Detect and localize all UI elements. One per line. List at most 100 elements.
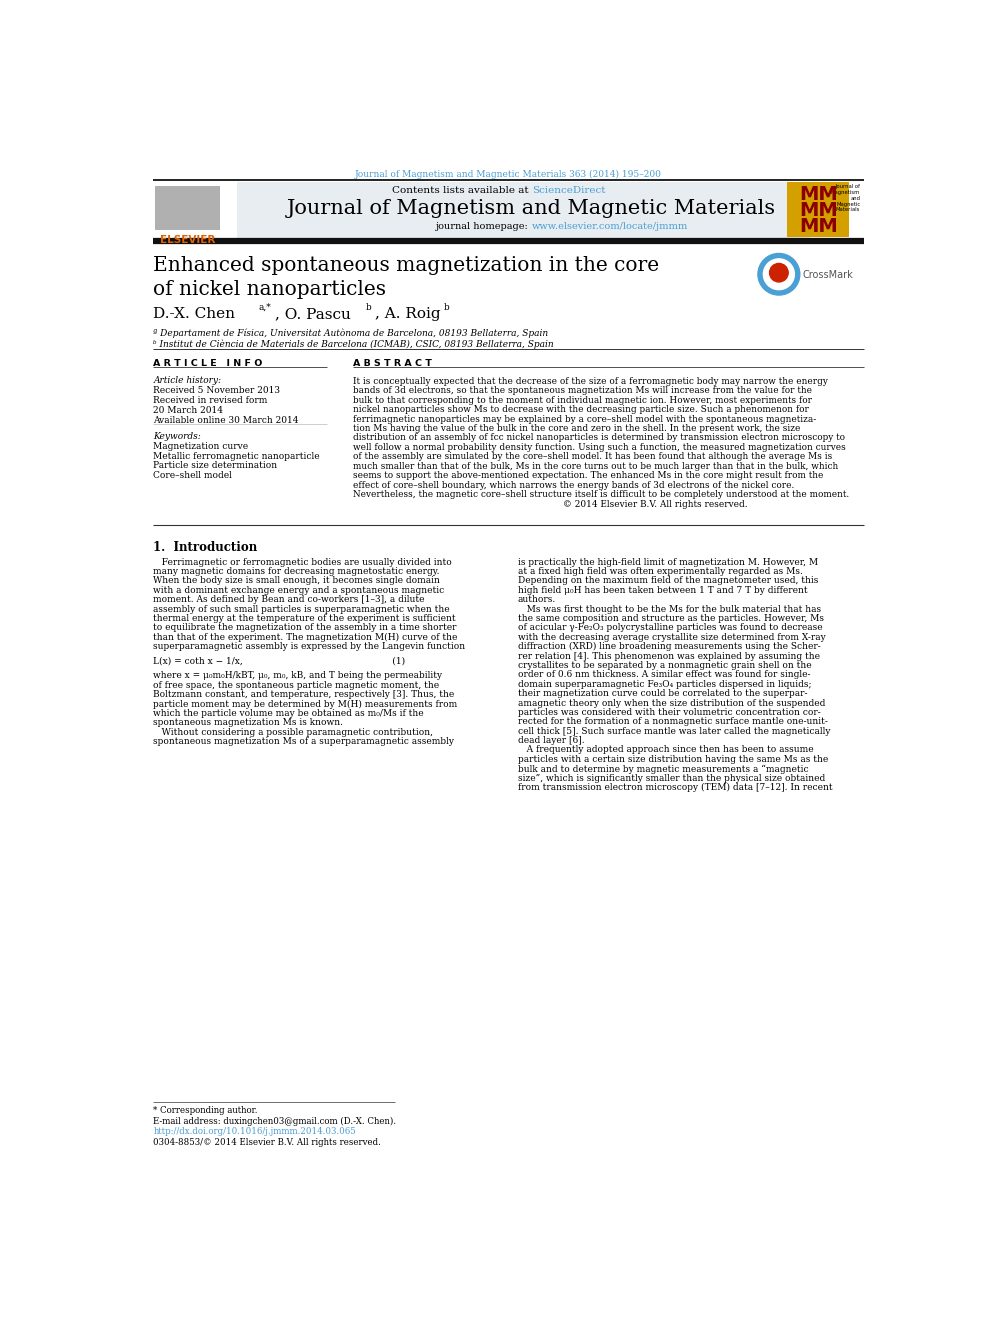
- Text: , A. Roig: , A. Roig: [375, 307, 445, 321]
- Text: Boltzmann constant, and temperature, respectively [3]. Thus, the: Boltzmann constant, and temperature, res…: [154, 691, 454, 699]
- Text: Enhanced spontaneous magnetization in the core: Enhanced spontaneous magnetization in th…: [154, 255, 660, 275]
- Text: Particle size determination: Particle size determination: [154, 462, 278, 471]
- Text: order of 0.6 nm thickness. A similar effect was found for single-: order of 0.6 nm thickness. A similar eff…: [518, 671, 810, 679]
- Text: Journal of Magnetism and Magnetic Materials 363 (2014) 195–200: Journal of Magnetism and Magnetic Materi…: [355, 171, 662, 180]
- Text: Keywords:: Keywords:: [154, 433, 201, 441]
- Text: © 2014 Elsevier B.V. All rights reserved.: © 2014 Elsevier B.V. All rights reserved…: [352, 500, 747, 509]
- Text: ScienceDirect: ScienceDirect: [532, 187, 605, 196]
- Text: particle moment may be determined by M(H) measurements from: particle moment may be determined by M(H…: [154, 700, 457, 709]
- Text: b: b: [443, 303, 449, 312]
- Text: b: b: [366, 303, 372, 312]
- Text: authors.: authors.: [518, 595, 556, 605]
- Text: ª Departament de Física, Universitat Autònoma de Barcelona, 08193 Bellaterra, Sp: ª Departament de Física, Universitat Aut…: [154, 329, 549, 339]
- Text: particles was considered with their volumetric concentration cor-: particles was considered with their volu…: [518, 708, 820, 717]
- Text: A R T I C L E   I N F O: A R T I C L E I N F O: [154, 359, 263, 368]
- Circle shape: [758, 254, 800, 295]
- Text: spontaneous magnetization Ms of a superparamagnetic assembly: spontaneous magnetization Ms of a superp…: [154, 737, 454, 746]
- Text: dead layer [6].: dead layer [6].: [518, 736, 584, 745]
- Text: It is conceptually expected that the decrease of the size of a ferromagnetic bod: It is conceptually expected that the dec…: [352, 377, 827, 386]
- Text: Journal of Magnetism and Magnetic Materials: Journal of Magnetism and Magnetic Materi…: [287, 198, 776, 218]
- Text: rected for the formation of a nonmagnetic surface mantle one-unit-: rected for the formation of a nonmagneti…: [518, 717, 827, 726]
- Text: Core–shell model: Core–shell model: [154, 471, 232, 480]
- Text: of the assembly are simulated by the core–shell model. It has been found that al: of the assembly are simulated by the cor…: [352, 452, 832, 462]
- Text: cell thick [5]. Such surface mantle was later called the magnetically: cell thick [5]. Such surface mantle was …: [518, 726, 830, 736]
- Text: D.-X. Chen: D.-X. Chen: [154, 307, 240, 321]
- Text: Received 5 November 2013: Received 5 November 2013: [154, 386, 281, 394]
- Text: http://dx.doi.org/10.1016/j.jmmm.2014.03.065: http://dx.doi.org/10.1016/j.jmmm.2014.03…: [154, 1127, 356, 1136]
- Text: rer relation [4]. This phenomenon was explained by assuming the: rer relation [4]. This phenomenon was ex…: [518, 651, 819, 660]
- Text: diffraction (XRD) line broadening measurements using the Scher-: diffraction (XRD) line broadening measur…: [518, 642, 820, 651]
- Text: 20 March 2014: 20 March 2014: [154, 406, 223, 415]
- Bar: [154, 181, 237, 239]
- Text: size”, which is significantly smaller than the physical size obtained: size”, which is significantly smaller th…: [518, 774, 825, 783]
- Text: many magnetic domains for decreasing magnetostatic energy.: many magnetic domains for decreasing mag…: [154, 568, 439, 576]
- Text: their magnetization curve could be correlated to the superpar-: their magnetization curve could be corre…: [518, 689, 807, 699]
- Text: from transmission electron microscopy (TEM) data [7–12]. In recent: from transmission electron microscopy (T…: [518, 783, 832, 792]
- Text: Ferrimagnetic or ferromagnetic bodies are usually divided into: Ferrimagnetic or ferromagnetic bodies ar…: [154, 557, 452, 566]
- Text: to equilibrate the magnetization of the assembly in a time shorter: to equilibrate the magnetization of the …: [154, 623, 457, 632]
- Text: ᵇ Institut de Ciència de Materials de Barcelona (ICMAB), CSIC, 08193 Bellaterra,: ᵇ Institut de Ciència de Materials de Ba…: [154, 340, 555, 349]
- Text: Journal of
Magnetism
and
Magnetic
Materials: Journal of Magnetism and Magnetic Materi…: [831, 184, 860, 213]
- Text: Available online 30 March 2014: Available online 30 March 2014: [154, 415, 299, 425]
- Text: * Corresponding author.: * Corresponding author.: [154, 1106, 258, 1115]
- Text: bulk to that corresponding to the moment of individual magnetic ion. However, mo: bulk to that corresponding to the moment…: [352, 396, 811, 405]
- Text: of acicular γ-Fe₂O₃ polycrystalline particles was found to decrease: of acicular γ-Fe₂O₃ polycrystalline part…: [518, 623, 822, 632]
- Text: crystallites to be separated by a nonmagnetic grain shell on the: crystallites to be separated by a nonmag…: [518, 662, 811, 669]
- Text: is practically the high-field limit of magnetization M. However, M: is practically the high-field limit of m…: [518, 557, 817, 566]
- Text: much smaller than that of the bulk, Ms in the core turns out to be much larger t: much smaller than that of the bulk, Ms i…: [352, 462, 838, 471]
- Text: with a dominant exchange energy and a spontaneous magnetic: with a dominant exchange energy and a sp…: [154, 586, 444, 595]
- Text: Depending on the maximum field of the magnetometer used, this: Depending on the maximum field of the ma…: [518, 577, 818, 585]
- Text: 1.  Introduction: 1. Introduction: [154, 541, 258, 554]
- Text: A frequently adopted approach since then has been to assume: A frequently adopted approach since then…: [518, 745, 813, 754]
- Text: which the particle volume may be obtained as m₀/Ms if the: which the particle volume may be obtaine…: [154, 709, 424, 718]
- Text: Nevertheless, the magnetic core–shell structure itself is difficult to be comple: Nevertheless, the magnetic core–shell st…: [352, 491, 849, 499]
- Text: Ms was first thought to be the Ms for the bulk material that has: Ms was first thought to be the Ms for th…: [518, 605, 820, 614]
- Text: spontaneous magnetization Ms is known.: spontaneous magnetization Ms is known.: [154, 718, 343, 728]
- Text: of nickel nanoparticles: of nickel nanoparticles: [154, 279, 387, 299]
- Text: nickel nanoparticles show Ms to decrease with the decreasing particle size. Such: nickel nanoparticles show Ms to decrease…: [352, 405, 808, 414]
- Text: moment. As defined by Bean and co-workers [1–3], a dilute: moment. As defined by Bean and co-worker…: [154, 595, 425, 605]
- Text: well follow a normal probability density function. Using such a function, the me: well follow a normal probability density…: [352, 443, 845, 452]
- Text: Metallic ferromagnetic nanoparticle: Metallic ferromagnetic nanoparticle: [154, 451, 320, 460]
- Bar: [787, 181, 848, 237]
- Text: a,*: a,*: [259, 303, 272, 312]
- Text: ELSEVIER: ELSEVIER: [160, 235, 215, 245]
- Text: at a fixed high field was often experimentally regarded as Ms.: at a fixed high field was often experime…: [518, 568, 803, 576]
- Text: ferrimagnetic nanoparticles may be explained by a core–shell model with the spon: ferrimagnetic nanoparticles may be expla…: [352, 414, 815, 423]
- Text: When the body size is small enough, it becomes single domain: When the body size is small enough, it b…: [154, 577, 440, 585]
- Text: distribution of an assembly of fcc nickel nanoparticles is determined by transmi: distribution of an assembly of fcc nicke…: [352, 434, 844, 442]
- Text: thermal energy at the temperature of the experiment is sufficient: thermal energy at the temperature of the…: [154, 614, 456, 623]
- Text: L(x) = coth x − 1/x,                                                    (1): L(x) = coth x − 1/x, (1): [154, 656, 406, 665]
- Bar: [155, 185, 220, 230]
- Text: with the decreasing average crystallite size determined from X-ray: with the decreasing average crystallite …: [518, 632, 825, 642]
- Text: bands of 3d electrons, so that the spontaneous magnetization Ms will increase fr: bands of 3d electrons, so that the spont…: [352, 386, 811, 396]
- Text: particles with a certain size distribution having the same Ms as the: particles with a certain size distributi…: [518, 755, 828, 763]
- Text: effect of core–shell boundary, which narrows the energy bands of 3d electrons of: effect of core–shell boundary, which nar…: [352, 480, 794, 490]
- Text: MM: MM: [799, 201, 838, 220]
- Text: MM: MM: [799, 185, 838, 204]
- Circle shape: [770, 263, 789, 282]
- Text: Magnetization curve: Magnetization curve: [154, 442, 249, 451]
- Text: Article history:: Article history:: [154, 376, 221, 385]
- Text: Without considering a possible paramagnetic contribution,: Without considering a possible paramagne…: [154, 728, 434, 737]
- Bar: [154, 181, 809, 239]
- Text: Contents lists available at: Contents lists available at: [392, 187, 532, 196]
- Text: the same composition and structure as the particles. However, Ms: the same composition and structure as th…: [518, 614, 823, 623]
- Text: domain superparamagnetic Fe₃O₄ particles dispersed in liquids;: domain superparamagnetic Fe₃O₄ particles…: [518, 680, 811, 689]
- Text: assembly of such small particles is superparamagnetic when the: assembly of such small particles is supe…: [154, 605, 450, 614]
- Text: CrossMark: CrossMark: [803, 270, 853, 279]
- Text: 0304-8853/© 2014 Elsevier B.V. All rights reserved.: 0304-8853/© 2014 Elsevier B.V. All right…: [154, 1138, 381, 1147]
- Text: where x = μ₀m₀H/kBT, μ₀, m₀, kB, and T being the permeability: where x = μ₀m₀H/kBT, μ₀, m₀, kB, and T b…: [154, 671, 442, 680]
- Text: www.elsevier.com/locate/jmmm: www.elsevier.com/locate/jmmm: [532, 222, 687, 232]
- Text: journal homepage:: journal homepage:: [435, 222, 532, 232]
- Text: MM: MM: [799, 217, 838, 237]
- Text: high field μ₀H has been taken between 1 T and 7 T by different: high field μ₀H has been taken between 1 …: [518, 586, 807, 595]
- Text: E-mail address: duxingchen03@gmail.com (D.-X. Chen).: E-mail address: duxingchen03@gmail.com (…: [154, 1117, 397, 1126]
- Text: A B S T R A C T: A B S T R A C T: [352, 359, 432, 368]
- Text: than that of the experiment. The magnetization M(H) curve of the: than that of the experiment. The magneti…: [154, 632, 458, 642]
- Text: amagnetic theory only when the size distribution of the suspended: amagnetic theory only when the size dist…: [518, 699, 825, 708]
- Text: seems to support the above-mentioned expectation. The enhanced Ms in the core mi: seems to support the above-mentioned exp…: [352, 471, 823, 480]
- Text: superparamagnetic assembly is expressed by the Langevin function: superparamagnetic assembly is expressed …: [154, 642, 465, 651]
- Text: bulk and to determine by magnetic measurements a “magnetic: bulk and to determine by magnetic measur…: [518, 765, 808, 774]
- Text: Received in revised form: Received in revised form: [154, 396, 268, 405]
